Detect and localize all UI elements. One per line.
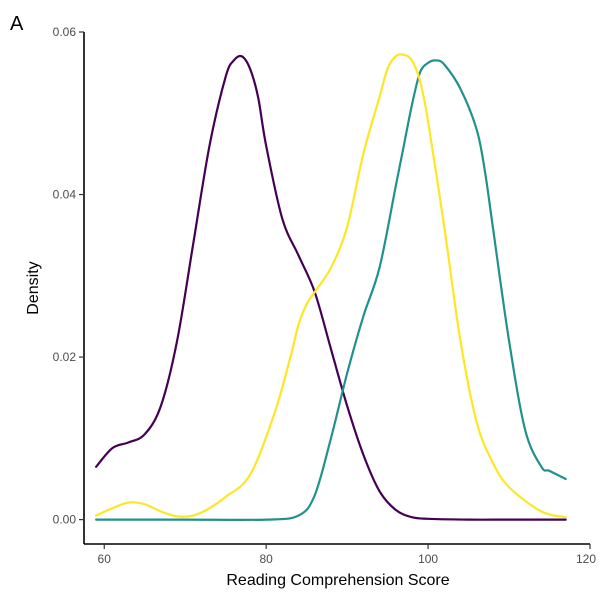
x-tick-label: 60 <box>98 552 112 566</box>
y-axis-title: Density <box>25 261 42 314</box>
y-tick-label: 0.00 <box>53 513 77 527</box>
x-tick-label: 120 <box>576 552 596 566</box>
x-tick-label: 80 <box>259 552 273 566</box>
y-tick-label: 0.02 <box>53 350 77 364</box>
x-axis-title: Reading Comprehension Score <box>226 572 449 589</box>
x-axis-ticks: 60 80 100 120 <box>98 544 596 566</box>
y-tick-label: 0.04 <box>53 188 77 202</box>
y-tick-label: 0.06 <box>53 25 77 39</box>
density-curve-3 <box>95 53 567 519</box>
panel-label: A <box>10 13 24 35</box>
y-axis-ticks: 0.00 0.02 0.04 0.06 <box>53 25 84 527</box>
x-tick-label: 100 <box>418 552 438 566</box>
series-group <box>95 53 567 522</box>
density-curve-2 <box>95 59 567 522</box>
density-curve-1 <box>95 54 567 521</box>
